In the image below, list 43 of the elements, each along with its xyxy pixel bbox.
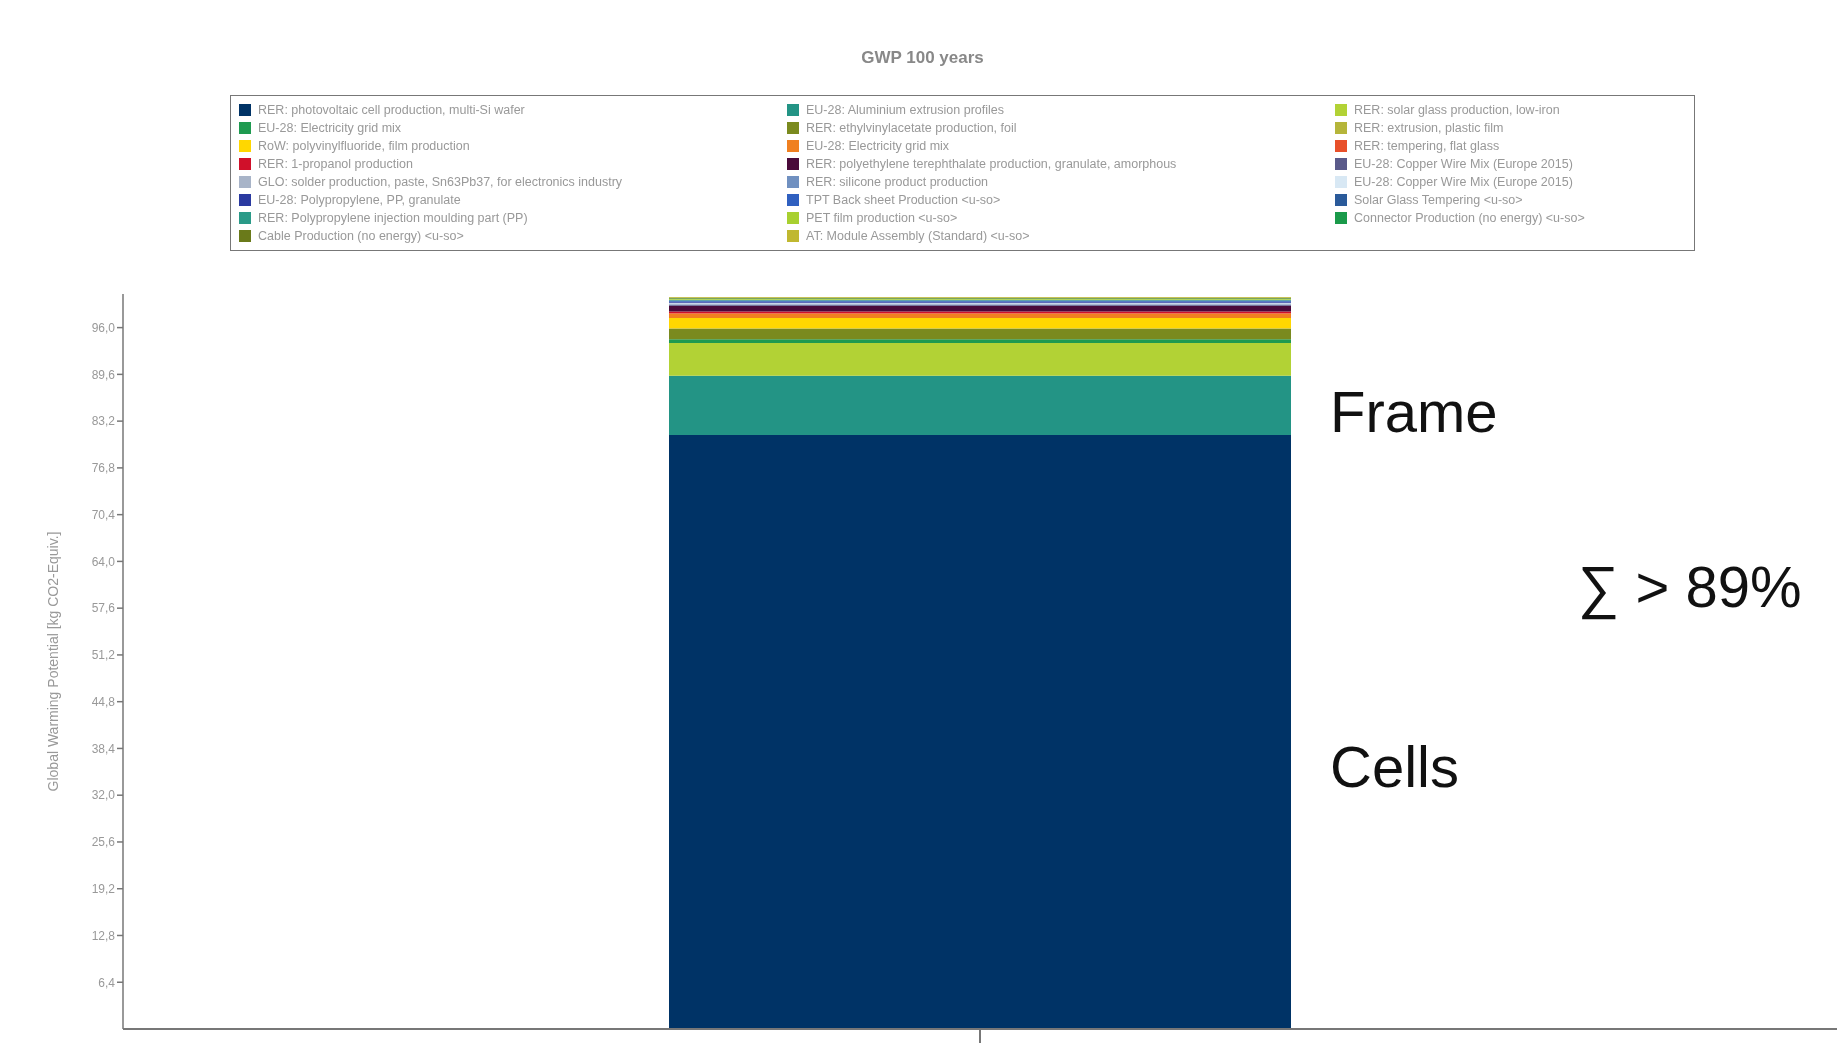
legend-label: RER: silicone product production: [806, 175, 989, 189]
legend-label: RER: ethylvinylacetate production, foil: [806, 121, 1017, 135]
y-tick-label: 32,0: [91, 788, 116, 803]
legend-label: EU-28: Electricity grid mix: [258, 121, 402, 135]
legend-label: PET film production <u-so>: [806, 211, 958, 225]
y-tick-label: 19,2: [91, 881, 116, 896]
legend-label: TPT Back sheet Production <u-so>: [806, 193, 1001, 207]
y-tick-label: 12,8: [91, 928, 116, 943]
legend-label: EU-28: Aluminium extrusion profiles: [806, 103, 1004, 117]
legend-label: RER: solar glass production, low-iron: [1354, 103, 1560, 117]
y-tick-label: 83,2: [91, 414, 116, 429]
legend-label: RER: 1-propanol production: [258, 157, 413, 171]
legend-label: RER: tempering, flat glass: [1354, 139, 1500, 153]
y-tick-label: 64,0: [91, 554, 116, 569]
y-tick-label: 96,0: [91, 320, 116, 335]
legend-label: Connector Production (no energy) <u-so>: [1354, 211, 1585, 225]
y-tick-label: 89,6: [91, 367, 116, 382]
legend-label: EU-28: Electricity grid mix: [806, 139, 950, 153]
legend-label: EU-28: Polypropylene, PP, granulate: [258, 193, 461, 207]
legend-label: AT: Module Assembly (Standard) <u-so>: [806, 229, 1030, 243]
chart-title: GWP 100 years: [860, 48, 985, 68]
y-tick-label: 76,8: [91, 461, 116, 476]
y-axis-title: Global Warming Potential [kg CO2-Equiv.]: [44, 531, 61, 792]
y-tick-label: 70,4: [91, 507, 116, 522]
legend-label: Solar Glass Tempering <u-so>: [1354, 193, 1523, 207]
legend-label: GLO: solder production, paste, Sn63Pb37, for electronics industry: [258, 175, 623, 189]
legend-label: RER: photovoltaic cell production, multi-Si wafer: [258, 103, 525, 117]
legend-label: RER: extrusion, plastic film: [1354, 121, 1504, 135]
annotation: Frame: [1330, 378, 1498, 446]
y-tick-label: 44,8: [91, 694, 116, 709]
legend-label: EU-28: Copper Wire Mix (Europe 2015): [1354, 175, 1573, 189]
y-tick-label: 6,4: [98, 975, 116, 990]
legend-label: RER: polyethylene terephthalate production, granulate, amorphous: [806, 157, 1177, 171]
legend-label: EU-28: Copper Wire Mix (Europe 2015): [1354, 157, 1573, 171]
y-tick-label: 57,6: [91, 601, 116, 616]
y-tick-label: 51,2: [91, 648, 116, 663]
legend-label: RER: Polypropylene injection moulding part (PP): [258, 211, 528, 225]
legend-label: RoW: polyvinylfluoride, film production: [258, 139, 470, 153]
y-tick-label: 25,6: [91, 835, 116, 850]
legend-label: Cable Production (no energy) <u-so>: [258, 229, 464, 243]
annotation: Cells: [1330, 733, 1459, 801]
y-tick-label: 38,4: [91, 741, 116, 756]
annotation: ∑ > 89%: [1578, 553, 1802, 621]
